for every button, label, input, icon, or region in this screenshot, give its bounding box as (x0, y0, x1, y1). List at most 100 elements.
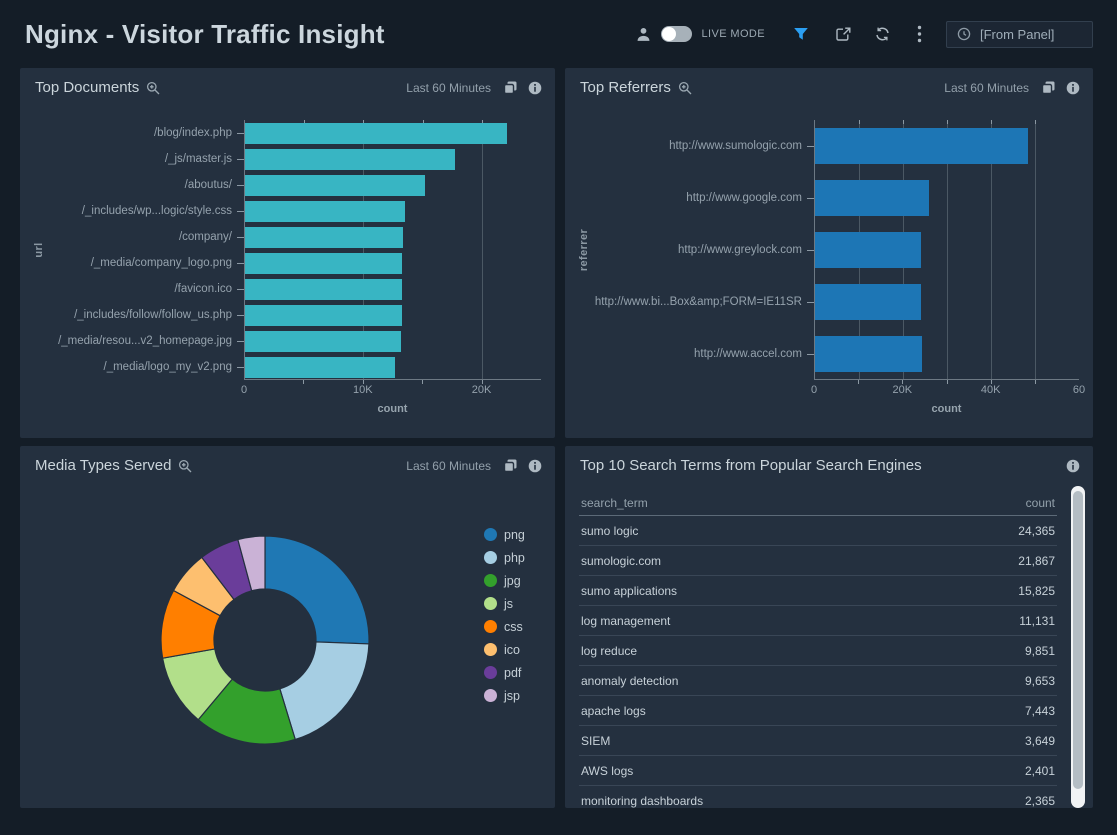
donut-slice-jsp[interactable] (237, 535, 266, 592)
table-row[interactable]: AWS logs 2,401 (579, 756, 1057, 786)
legend-item[interactable]: css (484, 615, 525, 638)
chart-legend: png php jpg js css ico pdf jsp (484, 523, 525, 707)
refresh-icon[interactable] (874, 26, 891, 42)
table-row[interactable]: sumo applications 15,825 (579, 576, 1057, 606)
copy-icon[interactable] (1041, 80, 1056, 95)
user-icon[interactable] (635, 26, 652, 43)
table-row[interactable]: sumologic.com 21,867 (579, 546, 1057, 576)
bar[interactable] (245, 148, 455, 170)
zoom-in-icon[interactable] (178, 459, 192, 473)
tick-dash-icon (807, 353, 814, 355)
legend-swatch-icon (484, 689, 497, 702)
legend-swatch-icon (484, 597, 497, 610)
column-header-count[interactable]: count (1025, 495, 1055, 510)
axis-minor-tick (363, 120, 365, 124)
table-row[interactable]: monitoring dashboards 2,365 (579, 786, 1057, 808)
panel-time-range: Last 60 Minutes (406, 458, 491, 473)
panel-time-range: Last 60 Minutes (944, 80, 1029, 95)
axis-minor-tick (859, 120, 860, 124)
donut-slice-php[interactable] (279, 641, 370, 741)
bar[interactable] (245, 122, 507, 144)
legend-item[interactable]: pdf (484, 661, 525, 684)
cell-count: 9,851 (1024, 643, 1055, 658)
kebab-menu-icon[interactable] (917, 25, 922, 43)
category-labels: http://www.sumologic.com http://www.googl… (593, 120, 814, 415)
legend-item[interactable]: jpg (484, 569, 525, 592)
bar[interactable] (815, 284, 922, 320)
bar-row (245, 250, 541, 276)
bar[interactable] (815, 336, 923, 372)
legend-item[interactable]: js (484, 592, 525, 615)
panel-grid: Top Documents Last 60 Minutes url/blog/i… (0, 68, 1117, 808)
bar[interactable] (245, 356, 396, 378)
axis-minor-tick (422, 120, 424, 124)
info-icon[interactable] (1066, 81, 1080, 95)
category-label-text: http://www.sumologic.com (669, 140, 802, 152)
cell-count: 21,867 (1018, 553, 1055, 568)
tick-dash-icon (237, 236, 244, 238)
table-row[interactable]: SIEM 3,649 (579, 726, 1057, 756)
tick-dash-icon (237, 340, 244, 342)
media-types-donut (160, 535, 370, 745)
legend-item[interactable]: png (484, 523, 525, 546)
time-range-selector[interactable]: [From Panel] (946, 20, 1093, 48)
tick-dash-icon (807, 301, 814, 303)
table-row[interactable]: apache logs 7,443 (579, 696, 1057, 726)
legend-item[interactable]: php (484, 546, 525, 569)
live-mode-toggle[interactable] (661, 26, 693, 42)
category-label: /blog/index.php (48, 120, 244, 146)
bar[interactable] (245, 200, 405, 222)
scrollbar[interactable] (1071, 486, 1085, 808)
bar[interactable] (815, 232, 922, 268)
bar[interactable] (245, 252, 403, 274)
bar[interactable] (245, 330, 402, 352)
plot-area (244, 120, 541, 380)
axis-minor-tick (1034, 380, 1036, 384)
copy-icon[interactable] (503, 458, 518, 473)
copy-icon[interactable] (503, 80, 518, 95)
share-icon[interactable] (835, 26, 852, 42)
bar[interactable] (815, 180, 929, 216)
legend-item[interactable]: jsp (484, 684, 525, 707)
cell-search-term: SIEM (581, 733, 611, 748)
table-row[interactable]: anomaly detection 9,653 (579, 666, 1057, 696)
table-row[interactable]: sumo logic 24,365 (579, 516, 1057, 546)
bar[interactable] (815, 128, 1029, 164)
info-icon[interactable] (528, 459, 542, 473)
category-label-text: /_media/logo_my_v2.png (103, 361, 233, 373)
bar-row (245, 276, 541, 302)
top-documents-chart: url/blog/index.php /_js/master.js/aboutus… (30, 120, 541, 415)
bar[interactable] (245, 278, 403, 300)
bar[interactable] (245, 226, 404, 248)
bar-row (245, 198, 541, 224)
bar[interactable] (245, 304, 403, 326)
panel-header: Top Documents Last 60 Minutes (20, 68, 555, 96)
tick-dash-icon (237, 210, 244, 212)
filter-icon[interactable] (793, 26, 809, 42)
table-row[interactable]: log reduce 9,851 (579, 636, 1057, 666)
zoom-in-icon[interactable] (678, 81, 692, 95)
category-label-text: /favicon.ico (174, 283, 232, 295)
legend-label: jsp (504, 688, 520, 703)
axis-minor-tick (481, 380, 483, 384)
zoom-in-icon[interactable] (146, 81, 160, 95)
x-tick-label: 20K (471, 384, 492, 396)
info-icon[interactable] (1066, 459, 1080, 473)
legend-label: pdf (504, 665, 522, 680)
media-types-chart: png php jpg js css ico pdf jsp (20, 446, 555, 808)
panel-media-types: Media Types Served Last 60 Minutes png ph… (20, 446, 555, 808)
bar-row (245, 328, 541, 354)
bar-row (245, 302, 541, 328)
legend-item[interactable]: ico (484, 638, 525, 661)
donut-slice-png[interactable] (264, 535, 370, 645)
cell-search-term: AWS logs (581, 763, 634, 778)
scrollbar-thumb[interactable] (1073, 491, 1083, 789)
gridline (991, 120, 992, 379)
header-controls: LIVE MODE [From Panel] (635, 20, 1093, 48)
bar[interactable] (245, 174, 425, 196)
category-label-text: http://www.bi...Box&amp;FORM=IE11SR (594, 296, 802, 308)
info-icon[interactable] (528, 81, 542, 95)
column-header-search-term[interactable]: search_term (581, 495, 648, 510)
table-row[interactable]: log management 11,131 (579, 606, 1057, 636)
x-tick-label: 0 (810, 384, 818, 396)
